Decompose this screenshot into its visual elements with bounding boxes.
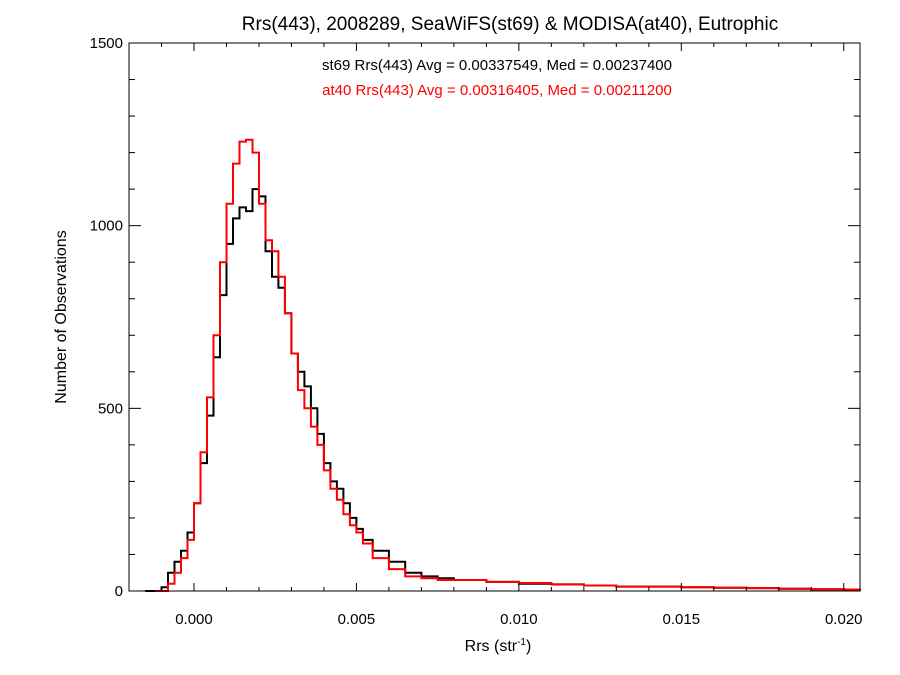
y-tick-label: 0: [115, 583, 123, 600]
y-tick-label: 1500: [90, 35, 123, 52]
y-tick-label: 1000: [90, 218, 123, 235]
x-axis-label-main: Rrs (str: [465, 638, 518, 655]
x-axis-label: Rrs (str-1): [465, 637, 532, 655]
ticks-layer: 0.000 0.005 0.010 0.015 0.020 0 500 1000 1500: [90, 35, 863, 628]
annotation-st69: st69 Rrs(443) Avg = 0.00337549, Med = 0.…: [322, 57, 672, 74]
y-tick-label: 500: [98, 400, 123, 417]
x-tick-label: 0.010: [500, 611, 538, 628]
series-layer: [145, 138, 861, 592]
plot-frame: [128, 42, 861, 592]
x-axis-label-suffix: ): [526, 638, 531, 655]
series-1-line: [155, 138, 861, 592]
x-tick-label: 0.020: [825, 611, 863, 628]
x-axis-label-superscript: -1: [517, 637, 526, 648]
y-axis-label: Number of Observations: [53, 230, 70, 403]
x-tick-label: 0.005: [338, 611, 376, 628]
annotation-at40: at40 Rrs(443) Avg = 0.00316405, Med = 0.…: [322, 82, 672, 99]
x-tick-label: 0.015: [663, 611, 701, 628]
series-0-line: [145, 188, 861, 592]
x-tick-label: 0.000: [175, 611, 213, 628]
chart-title: Rrs(443), 2008289, SeaWiFS(st69) & MODIS…: [242, 14, 778, 35]
